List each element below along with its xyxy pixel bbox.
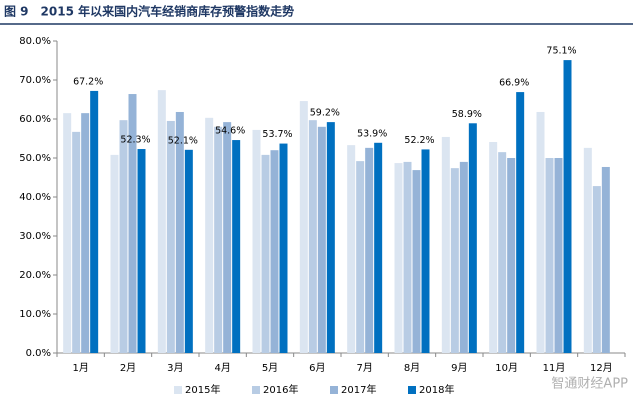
x-tick-label: 3月: [167, 362, 183, 374]
legend-swatch: [408, 386, 416, 394]
value-label: 66.9%: [499, 78, 529, 89]
bar: [261, 154, 270, 353]
y-tick-label: 50.0%: [19, 153, 51, 164]
bar: [279, 143, 288, 353]
bar: [356, 161, 365, 353]
bar: [554, 158, 563, 353]
x-tick-label: 8月: [404, 362, 420, 374]
value-label: 52.2%: [404, 135, 434, 146]
bar: [119, 120, 128, 353]
bar: [205, 117, 214, 353]
value-label: 52.3%: [120, 135, 150, 146]
bar: [403, 161, 412, 353]
bar: [583, 147, 592, 353]
y-tick-label: 60.0%: [19, 114, 51, 125]
legend-swatch: [252, 386, 260, 394]
bar: [63, 113, 72, 354]
bar: [308, 120, 317, 353]
bar: [545, 158, 554, 353]
bar: [81, 113, 90, 354]
bar: [498, 152, 507, 353]
x-tick-label: 9月: [451, 362, 467, 374]
bar: [72, 131, 81, 353]
bar: [223, 122, 232, 354]
value-label: 52.1%: [168, 135, 198, 146]
bar: [421, 149, 430, 353]
bar: [175, 111, 184, 353]
bar: [252, 129, 261, 353]
y-tick-label: 10.0%: [19, 309, 51, 320]
bar: [450, 168, 459, 353]
y-tick-label: 80.0%: [19, 36, 51, 47]
value-label: 59.2%: [310, 108, 340, 119]
bar: [214, 126, 223, 353]
legend-swatch: [330, 386, 338, 394]
bar: [536, 111, 545, 353]
x-tick-label: 5月: [262, 362, 278, 374]
bar: [326, 122, 335, 354]
watermark: 智通财经APP: [551, 377, 628, 392]
x-tick-label: 10月: [495, 362, 518, 374]
value-label: 53.9%: [357, 128, 387, 139]
y-tick-label: 70.0%: [19, 75, 51, 86]
value-label: 53.7%: [262, 129, 292, 140]
bar: [441, 136, 450, 353]
value-label: 54.6%: [215, 126, 245, 137]
bar: [374, 142, 383, 353]
x-tick-label: 6月: [309, 362, 325, 374]
bar: [157, 90, 166, 353]
y-tick-label: 20.0%: [19, 270, 51, 281]
legend-label: 2018年: [419, 383, 454, 396]
bar: [166, 120, 175, 353]
legend-swatch: [174, 386, 182, 394]
x-tick-label: 11月: [543, 362, 566, 374]
x-tick-label: 1月: [72, 362, 88, 374]
legend-label: 2017年: [341, 383, 376, 396]
bar: [365, 147, 374, 353]
bar: [412, 170, 421, 353]
bar: [347, 145, 356, 353]
bar: [516, 92, 525, 353]
chart-title: 图 9 2015 年以来国内汽车经销商库存预警指数走势: [4, 4, 294, 19]
x-tick-label: 12月: [590, 362, 613, 374]
bar: [110, 154, 119, 353]
bar: [489, 142, 498, 353]
value-label: 58.9%: [452, 109, 482, 120]
bar: [394, 163, 403, 353]
y-tick-label: 40.0%: [19, 192, 51, 203]
bar: [90, 90, 99, 354]
bar: [232, 140, 241, 353]
x-tick-label: 4月: [214, 362, 230, 374]
bar: [468, 123, 477, 353]
x-tick-label: 2月: [120, 362, 136, 374]
bar: [459, 161, 468, 353]
bar: [563, 60, 572, 354]
bar: [317, 126, 326, 353]
legend-label: 2015年: [185, 383, 220, 396]
bar: [184, 149, 193, 353]
bar: [601, 166, 610, 353]
bar: [128, 94, 137, 353]
bar: [299, 101, 308, 353]
value-label: 75.1%: [546, 46, 576, 57]
bar: [270, 150, 279, 353]
y-tick-label: 30.0%: [19, 231, 51, 242]
y-tick-label: 0.0%: [26, 348, 51, 359]
x-tick-label: 7月: [356, 362, 372, 374]
value-label: 67.2%: [73, 76, 103, 87]
legend-label: 2016年: [263, 383, 298, 396]
bar: [137, 149, 146, 353]
bar: [592, 186, 601, 353]
bar: [507, 158, 516, 353]
